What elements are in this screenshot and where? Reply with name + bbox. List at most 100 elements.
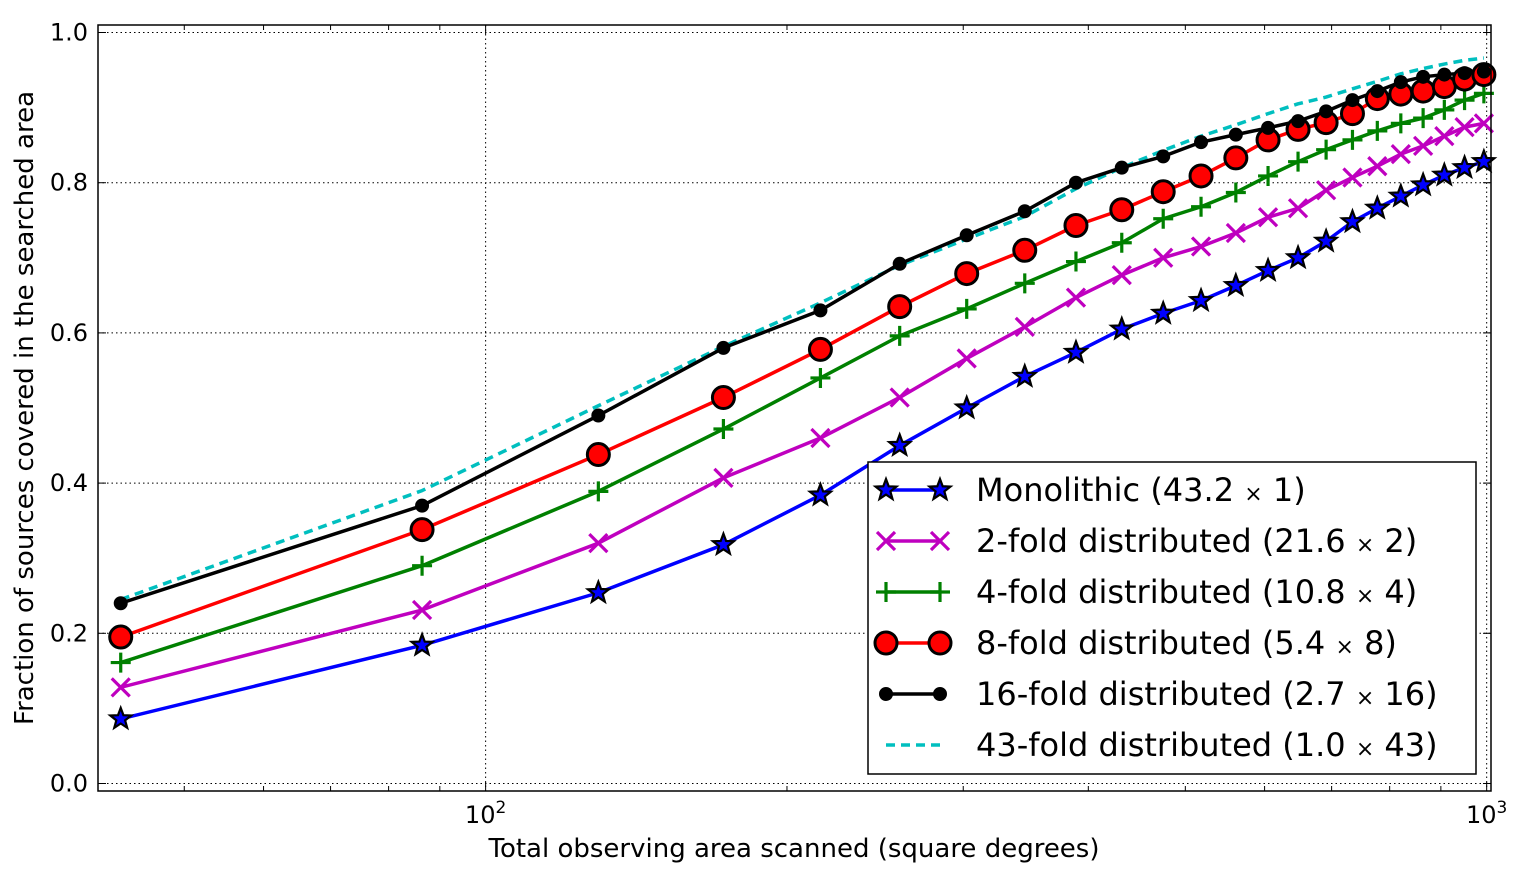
data-point: [1228, 127, 1243, 142]
data-point: [110, 652, 131, 673]
legend-label-part: 16-fold distributed (2.7: [976, 675, 1356, 713]
data-point: [959, 228, 974, 243]
data-point: [1345, 93, 1360, 108]
data-point: [1370, 84, 1385, 99]
x-tick-label: 102: [465, 798, 506, 829]
data-point: [1363, 194, 1391, 220]
data-point: [591, 408, 606, 423]
data-point: [1257, 207, 1279, 228]
legend-entry-3: 4-fold distributed (10.8 × 4): [876, 573, 1417, 611]
data-point: [1473, 113, 1495, 134]
data-point: [1315, 180, 1337, 201]
data-point: [1065, 287, 1087, 308]
legend-label-part: 1): [1263, 471, 1306, 509]
legend-label-part: 4-fold distributed (10.8: [976, 573, 1356, 611]
data-point: [953, 393, 981, 420]
data-point: [1342, 167, 1363, 188]
data-point: [1319, 104, 1334, 119]
data-point: [716, 340, 731, 355]
data-point: [807, 336, 833, 362]
data-point: [415, 498, 430, 513]
legend-box: [867, 461, 1477, 775]
data-point: [1156, 149, 1171, 164]
legend-marker: [879, 687, 893, 701]
legend-marker: [926, 475, 954, 502]
data-point: [954, 261, 980, 287]
data-point: [1149, 299, 1177, 325]
legend-label-part: 2-fold distributed (21.6: [976, 522, 1356, 560]
data-point: [409, 517, 435, 543]
data-point: [1457, 66, 1472, 81]
legend-marker: [930, 582, 950, 602]
series-markers: [107, 62, 1498, 731]
data-point: [1190, 236, 1212, 257]
data-point: [107, 704, 135, 731]
data-point: [710, 384, 736, 410]
legend-label-part: 4): [1374, 573, 1417, 611]
data-point: [1387, 182, 1415, 208]
data-point: [1258, 165, 1279, 186]
legend-marker: [933, 687, 947, 701]
legend-entry-1: Monolithic (43.2 × 1): [872, 471, 1306, 509]
data-point: [1287, 198, 1309, 219]
legend-times-sign: ×: [1356, 584, 1374, 609]
data-point: [1316, 139, 1337, 160]
data-point: [1284, 243, 1312, 270]
y-axis-title: Fraction of sources covered in the searc…: [10, 91, 40, 725]
data-point: [1409, 170, 1437, 197]
data-point: [1012, 237, 1038, 263]
legend-label-part: 8): [1354, 624, 1397, 662]
data-point: [1291, 114, 1306, 129]
y-tick-label: 0.6: [50, 319, 88, 347]
grid: [98, 25, 1491, 791]
data-point: [889, 387, 910, 408]
x-tick-exponent: 3: [1497, 798, 1508, 818]
data-point: [810, 367, 831, 388]
data-point: [1114, 160, 1129, 175]
legend-marker: [875, 530, 897, 552]
x-axis-title: Total observing area scanned (square deg…: [487, 834, 1099, 864]
data-point: [889, 325, 910, 346]
data-point: [806, 480, 834, 507]
legend-entry-6: 43-fold distributed (1.0 × 43): [886, 726, 1438, 764]
data-point: [713, 419, 734, 440]
data-point: [1390, 113, 1411, 134]
data-point: [1062, 338, 1090, 364]
data-point: [1191, 196, 1212, 217]
data-point: [1254, 256, 1282, 283]
y-tick-label: 1.0: [50, 19, 88, 47]
y-tick-label: 0.8: [50, 169, 88, 197]
data-point: [1451, 153, 1479, 180]
data-point: [892, 256, 907, 271]
data-point: [1437, 67, 1452, 82]
data-point: [1153, 247, 1174, 268]
data-point: [1367, 120, 1388, 141]
data-point: [1111, 232, 1132, 253]
y-tick-label: 0.4: [50, 469, 88, 497]
legend-label-part: 16): [1374, 675, 1437, 713]
data-point: [1390, 144, 1411, 165]
data-point: [1014, 273, 1035, 294]
ticks: [98, 25, 1491, 791]
y-tick-label: 0.0: [50, 769, 88, 797]
legend-entry-4: 8-fold distributed (5.4 × 8): [873, 624, 1397, 662]
legend-marker: [873, 630, 899, 656]
data-point: [1187, 286, 1215, 313]
data-point: [588, 481, 609, 502]
data-point: [1367, 156, 1388, 177]
data-point: [1454, 90, 1475, 111]
data-point: [956, 348, 977, 369]
data-point: [1454, 117, 1475, 138]
data-point: [956, 298, 977, 319]
data-point: [1017, 204, 1032, 219]
x-tick-exponent: 2: [495, 798, 506, 818]
data-point: [1223, 145, 1249, 171]
data-point: [1225, 182, 1246, 203]
data-point: [1109, 197, 1135, 223]
legend-label: 16-fold distributed (2.7 × 16): [976, 675, 1438, 713]
data-point: [1412, 135, 1434, 157]
legend-label-part: 43-fold distributed (1.0: [976, 726, 1356, 764]
data-point: [1068, 175, 1083, 190]
